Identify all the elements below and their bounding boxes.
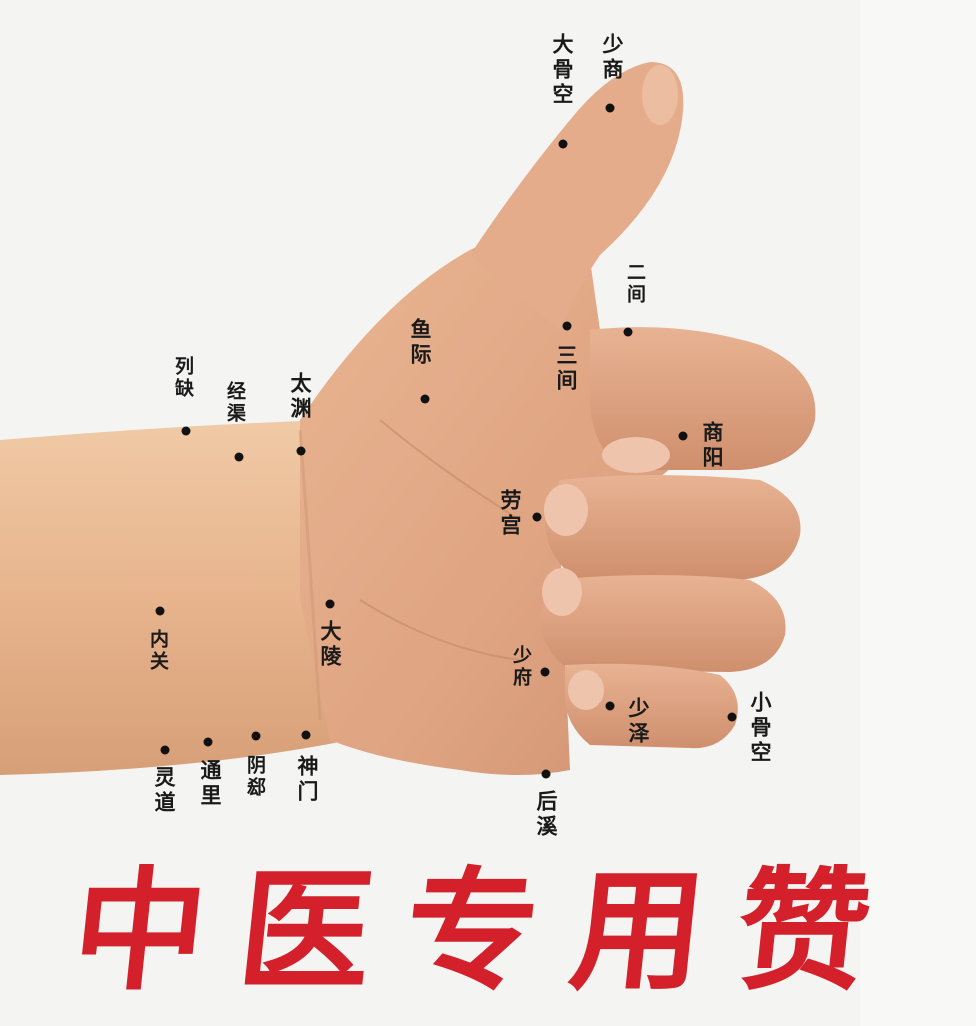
point-dot-shangyang [678,431,688,441]
point-dot-laogong [532,512,542,522]
point-label-erjian: 二间 [624,262,646,306]
point-dot-shaoze [605,701,615,711]
point-dot-yuji [420,394,430,404]
point-dot-daling [325,599,335,609]
banner-title: 中医专用赞 [65,853,912,1009]
point-dot-yinxi [251,731,261,741]
point-dot-neiguan [155,606,165,616]
point-dot-taiyuan [296,446,306,456]
point-label-houxi: 后溪 [534,790,558,840]
point-label-laogong: 劳宫 [498,489,522,539]
thumb [470,62,684,330]
point-dot-houxi [541,769,551,779]
point-label-lingdao: 灵道 [152,766,176,816]
point-label-xiaogukong: 小骨空 [748,691,772,766]
point-label-shaofu: 少府 [510,645,532,689]
point-dot-jingqu [234,452,244,462]
point-dot-shaofu [540,667,550,677]
title-banner: 中医专用赞 [60,840,920,1009]
point-label-tongli: 通里 [198,759,222,809]
point-label-taiyuan: 太渊 [288,372,312,422]
point-label-sanjian: 三间 [554,344,578,394]
point-label-shangyang: 商阳 [700,421,724,471]
point-dot-xiaogukong [727,712,737,722]
index-finger [590,327,816,470]
point-label-daling: 大陵 [318,620,342,670]
point-dot-tongli [203,737,213,747]
point-dot-sanjian [562,321,572,331]
forearm [0,420,350,775]
point-dot-shaoshang [605,103,615,113]
point-dot-erjian [623,327,633,337]
point-label-dagukong: 大骨空 [550,33,574,108]
point-label-shaoze: 少泽 [626,697,650,747]
point-dot-lieque [181,426,191,436]
ring-finger [540,575,786,672]
point-dot-lingdao [160,745,170,755]
little-finger [565,663,738,749]
point-label-jingqu: 经渠 [224,381,246,425]
point-label-yinxi: 阴郄 [244,755,266,799]
point-dot-dagukong [558,139,568,149]
point-label-yuji: 鱼际 [408,318,432,368]
point-label-lieque: 列缺 [172,356,194,400]
point-label-neiguan: 内关 [147,629,169,673]
point-dot-shenmen [301,730,311,740]
point-label-shaoshang: 少商 [600,33,624,83]
middle-finger [545,475,801,580]
point-label-shenmen: 神门 [295,755,319,805]
